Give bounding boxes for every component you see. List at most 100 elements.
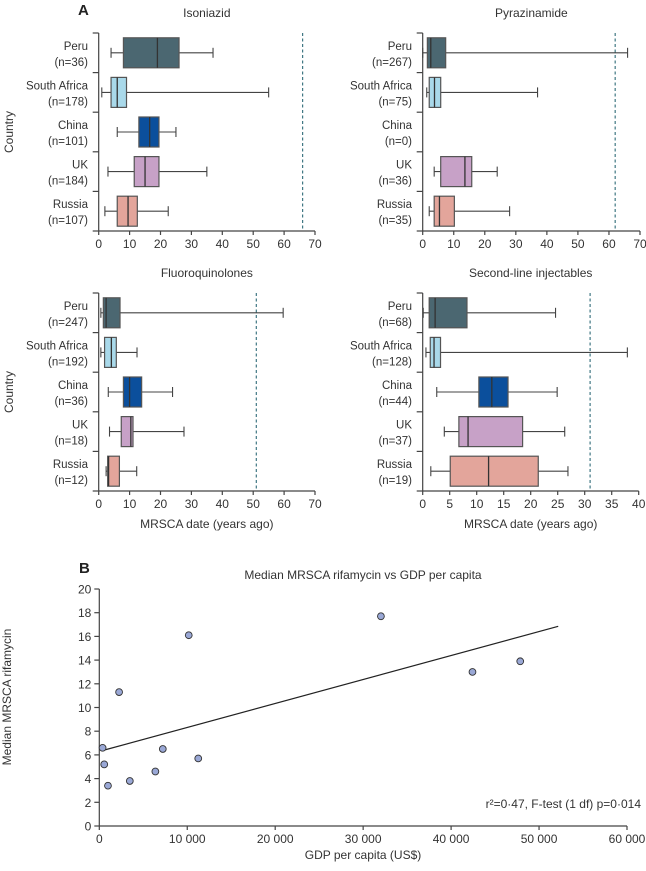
category-count: (n=68) bbox=[378, 317, 412, 329]
category-label: UK bbox=[396, 420, 412, 432]
panel-title: Isoniazid bbox=[183, 6, 230, 20]
x-tick-label: 0 bbox=[95, 237, 102, 251]
category-count: (n=128) bbox=[372, 356, 412, 368]
y-tick-label: 10 bbox=[78, 701, 92, 715]
x-tick-label: 70 bbox=[308, 237, 322, 251]
x-tick-label: 60 bbox=[277, 237, 291, 251]
box-iqr bbox=[478, 376, 509, 408]
x-tick-label: 0 bbox=[96, 832, 103, 846]
box-iqr bbox=[133, 156, 160, 188]
x-tick-label: 30 bbox=[185, 237, 199, 251]
category-count: (n=75) bbox=[378, 96, 412, 108]
scatter-title: Median MRSCA rifamycin vs GDP per capita bbox=[244, 568, 482, 582]
box-iqr bbox=[120, 416, 134, 448]
category-count: (n=18) bbox=[54, 436, 88, 448]
box-china bbox=[436, 376, 558, 408]
x-tick-label: 10 bbox=[123, 497, 137, 511]
y-tick-label: 18 bbox=[78, 606, 92, 620]
category-count: (n=19) bbox=[378, 475, 412, 487]
scatter-panel: Median MRSCA rifamycin vs GDP per capita… bbox=[0, 568, 646, 862]
scatter-point bbox=[151, 767, 160, 776]
y-tick-label: 12 bbox=[78, 677, 92, 691]
box-iqr bbox=[440, 156, 473, 188]
box-iqr bbox=[110, 76, 128, 109]
category-count: (n=0) bbox=[385, 136, 412, 148]
category-label: South Africa bbox=[350, 80, 413, 92]
box-iqr bbox=[122, 37, 180, 69]
x-tick-label: 30 000 bbox=[345, 832, 382, 846]
category-count: (n=44) bbox=[378, 396, 412, 408]
category-label: Russia bbox=[53, 459, 89, 471]
x-tick-label: 20 bbox=[154, 237, 168, 251]
x-tick-label: 15 bbox=[497, 497, 511, 511]
x-tick-label: 40 bbox=[216, 237, 230, 251]
category-count: (n=247) bbox=[48, 317, 88, 329]
x-tick-label: 20 bbox=[478, 237, 492, 251]
x-tick-label: 0 bbox=[419, 497, 426, 511]
box-peru bbox=[100, 297, 284, 329]
box-uk bbox=[108, 416, 185, 448]
x-tick-label: 10 bbox=[470, 497, 484, 511]
x-tick-label: 60 bbox=[602, 237, 616, 251]
x-tick-label: 10 bbox=[447, 237, 461, 251]
boxplot-panel-2: Pyrazinamide 0 10 20 30 40 50 60 70 Peru (n=267) So… bbox=[350, 6, 646, 251]
category-label: China bbox=[382, 380, 413, 392]
regression-line bbox=[102, 625, 559, 752]
x-tick-label: 50 bbox=[571, 237, 585, 251]
fit-annotation: r²=0·47, F-test (1 df) p=0·014 bbox=[486, 797, 642, 811]
boxplot-panel-4: Second-line injectables 0 5 10 15 20 25 30 35 40 P… bbox=[350, 266, 646, 531]
box-south-africa bbox=[425, 336, 628, 368]
panel-title: Pyrazinamide bbox=[495, 6, 568, 20]
boxplot-panel-3: Fluoroquinolones 0 10 20 30 40 50 60 70 Peru (n=24… bbox=[2, 266, 322, 531]
scatter-point bbox=[98, 743, 107, 752]
category-label: Russia bbox=[377, 199, 413, 211]
x-tick-label: 40 bbox=[632, 497, 646, 511]
x-axis-label: GDP per capita (US$) bbox=[305, 848, 422, 862]
panel-a-label: A bbox=[78, 2, 89, 19]
scatter-point bbox=[158, 745, 167, 753]
box-peru bbox=[110, 37, 214, 69]
category-count: (n=37) bbox=[378, 436, 412, 448]
category-label: Russia bbox=[377, 459, 413, 471]
box-uk bbox=[107, 156, 208, 188]
y-tick-label: 8 bbox=[85, 725, 92, 739]
box-iqr bbox=[426, 37, 447, 69]
x-axis-label: MRSCA date (years ago) bbox=[140, 517, 273, 531]
box-south-africa bbox=[100, 336, 138, 368]
box-russia bbox=[430, 455, 569, 487]
box-peru bbox=[422, 37, 629, 69]
x-tick-label: 30 bbox=[578, 497, 592, 511]
category-count: (n=36) bbox=[54, 57, 88, 69]
x-tick-label: 20 000 bbox=[257, 832, 294, 846]
y-tick-label: 14 bbox=[78, 654, 92, 668]
y-tick-label: 4 bbox=[85, 772, 92, 786]
y-tick-label: 20 bbox=[78, 583, 92, 597]
scatter-point bbox=[125, 777, 134, 785]
category-label: South Africa bbox=[26, 340, 89, 352]
box-peru bbox=[422, 297, 557, 329]
box-uk bbox=[443, 416, 566, 448]
scatter-point bbox=[115, 688, 123, 696]
box-china bbox=[116, 116, 177, 148]
box-south-africa bbox=[426, 76, 539, 109]
scatter-point bbox=[104, 781, 112, 790]
x-tick-label: 70 bbox=[308, 497, 322, 511]
category-count: (n=36) bbox=[54, 396, 88, 408]
box-russia bbox=[104, 195, 169, 227]
x-tick-label: 50 bbox=[247, 497, 261, 511]
y-tick-label: 6 bbox=[85, 748, 92, 762]
box-iqr bbox=[102, 297, 121, 329]
box-russia bbox=[428, 195, 511, 227]
category-count: (n=267) bbox=[372, 57, 412, 69]
x-tick-label: 60 bbox=[277, 497, 291, 511]
x-tick-label: 30 bbox=[509, 237, 523, 251]
scatter-point bbox=[184, 631, 193, 640]
category-label: Peru bbox=[64, 301, 88, 313]
scatter-point bbox=[377, 612, 385, 621]
box-iqr bbox=[103, 336, 117, 368]
x-tick-label: 10 000 bbox=[169, 832, 206, 846]
y-axis-label: Median MRSCA rifamycin bbox=[0, 629, 14, 766]
x-tick-label: 0 bbox=[95, 497, 102, 511]
panel-title: Fluoroquinolones bbox=[161, 266, 253, 280]
category-label: UK bbox=[396, 160, 412, 172]
